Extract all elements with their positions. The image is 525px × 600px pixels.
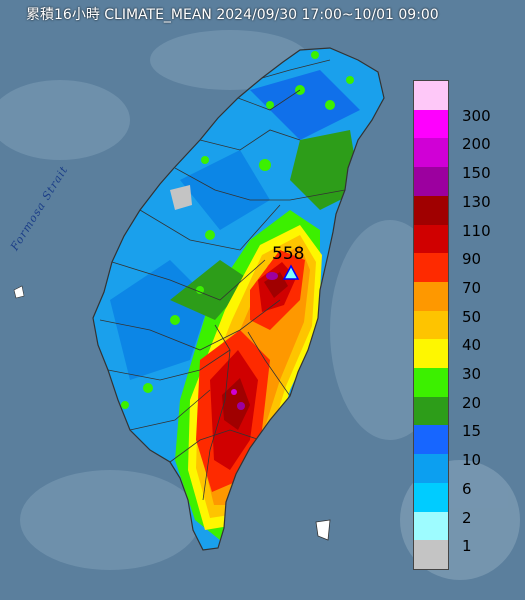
legend-tick-label: 110 (462, 221, 491, 240)
legend-swatch (414, 224, 448, 254)
legend-tick-label: 70 (462, 278, 482, 297)
legend-swatch (414, 396, 448, 426)
legend-tick-label: 10 (462, 451, 482, 470)
legend-tick-label: 150 (462, 164, 491, 183)
legend-swatch (414, 339, 448, 369)
legend-tick-label: 300 (462, 106, 491, 125)
legend-swatch (414, 195, 448, 226)
penghu-islet (13, 285, 25, 299)
max-rainfall-label: 558 (272, 244, 305, 264)
legend-swatch (414, 425, 448, 455)
legend-swatch (414, 454, 448, 484)
legend-tick-label: 15 (462, 422, 482, 441)
legend-tick-label: 130 (462, 192, 491, 211)
triangle-marker (282, 264, 300, 280)
color-legend (413, 80, 449, 570)
legend-swatch (414, 109, 448, 139)
legend-swatch (414, 482, 448, 513)
legend-swatch (414, 368, 448, 398)
county-boundaries (99, 59, 346, 501)
legend-tick-label: 90 (462, 250, 482, 269)
legend-tick-label: 2 (462, 508, 472, 527)
legend-tick-label: 40 (462, 336, 482, 355)
legend-swatch (414, 81, 448, 111)
legend-swatch (414, 310, 448, 340)
legend-tick-label: 200 (462, 135, 491, 154)
legend-swatch (414, 281, 448, 312)
legend-swatch (414, 138, 448, 168)
legend-tick-label: 6 (462, 479, 472, 498)
legend-tick-label: 1 (462, 537, 472, 556)
legend-tick-label: 30 (462, 365, 482, 384)
legend-swatch (414, 540, 448, 570)
legend-swatch (414, 167, 448, 197)
legend-tick-label: 20 (462, 393, 482, 412)
legend-swatch (414, 511, 448, 541)
green-island (315, 519, 331, 541)
map-title: 累積16小時 CLIMATE_MEAN 2024/09/30 17:00~10/… (26, 7, 439, 23)
legend-tick-label: 50 (462, 307, 482, 326)
legend-swatch (414, 253, 448, 283)
